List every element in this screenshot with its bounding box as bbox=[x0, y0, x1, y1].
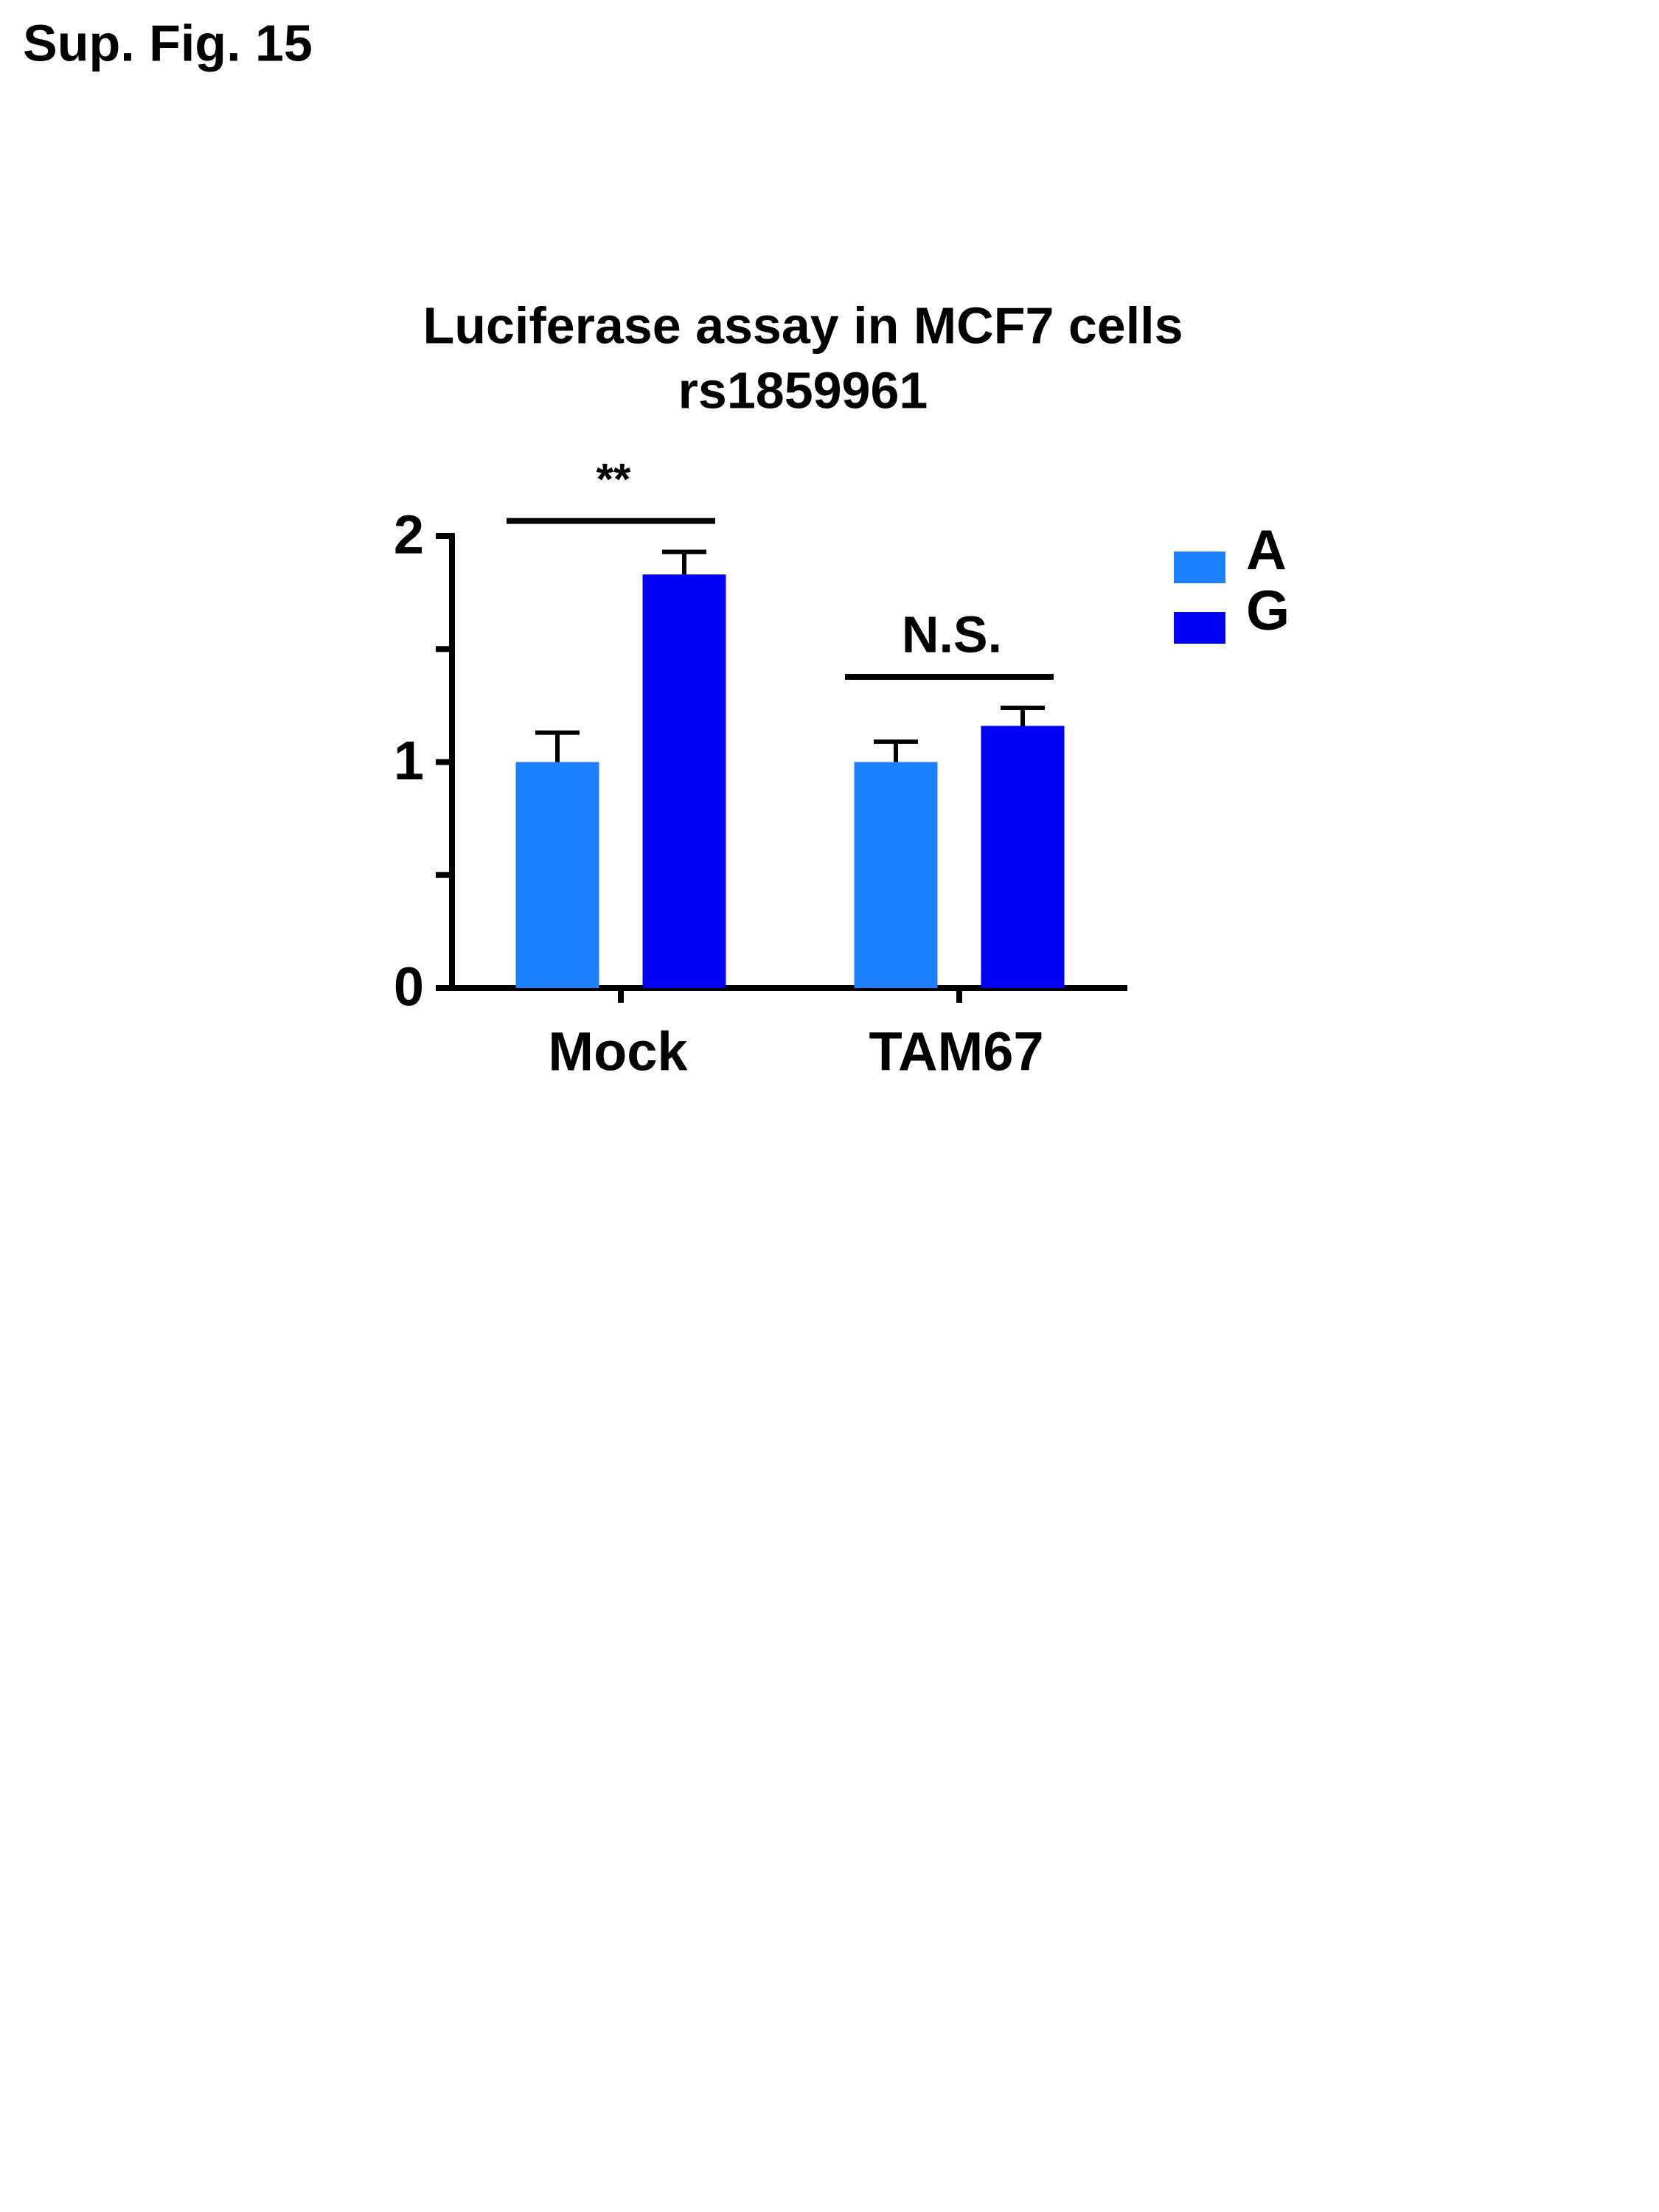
significance-label: N.S. bbox=[902, 605, 1002, 663]
legend-swatch bbox=[1174, 552, 1225, 583]
y-tick-label: 2 bbox=[394, 504, 424, 566]
x-tick-label: Mock bbox=[548, 1021, 688, 1082]
bar bbox=[981, 726, 1065, 988]
legend-label: G bbox=[1246, 580, 1290, 642]
y-tick-label: 1 bbox=[394, 730, 424, 791]
significance-label: ** bbox=[597, 454, 631, 504]
y-tick-label: 0 bbox=[394, 956, 424, 1018]
chart-subtitle: rs1859961 bbox=[678, 361, 928, 419]
bar bbox=[515, 762, 599, 988]
bar bbox=[854, 762, 938, 988]
legend-swatch bbox=[1174, 612, 1225, 644]
legend-label: A bbox=[1246, 519, 1287, 582]
x-tick-label: TAM67 bbox=[869, 1021, 1043, 1082]
chart-title: Luciferase assay in MCF7 cells bbox=[422, 296, 1183, 354]
supertitle: Sup. Fig. 15 bbox=[23, 14, 313, 72]
bar bbox=[642, 574, 726, 988]
